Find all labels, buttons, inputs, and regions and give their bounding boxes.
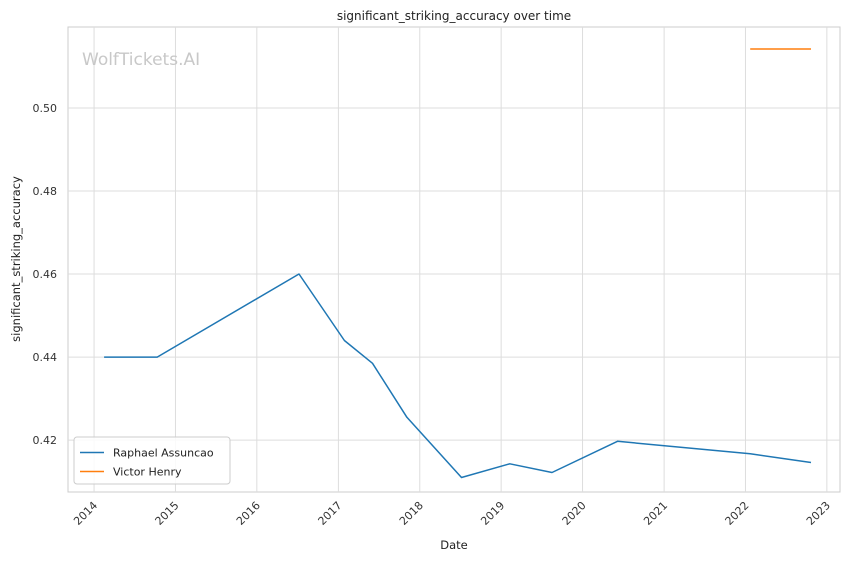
x-gridlines (93, 27, 828, 492)
x-tick-label: 2022 (723, 499, 752, 528)
legend: Raphael Assuncao Victor Henry (73, 436, 231, 485)
plot-area (67, 26, 841, 493)
watermark: WolfTickets.AI (82, 50, 200, 70)
x-tick-label: 2018 (397, 499, 426, 528)
x-tick-label: 2016 (234, 499, 263, 528)
legend-box (73, 436, 231, 485)
x-tick-label: 2021 (641, 499, 670, 528)
x-tick-label: 2019 (478, 499, 507, 528)
x-tick-labels: 2014 2015 2016 2017 2018 2019 2020 2021 2022 2023 (71, 499, 833, 528)
x-tick-label: 2015 (153, 499, 182, 528)
chart-title: significant_striking_accuracy over time (337, 9, 571, 23)
legend-label-raphael-assuncao: Raphael Assuncao (113, 447, 214, 460)
y-tick-label: 0.48 (33, 185, 58, 198)
series-layer (104, 48, 812, 479)
y-tick-label: 0.46 (33, 268, 58, 281)
x-tick-label: 2020 (560, 499, 589, 528)
series-line-raphael-assuncao (104, 273, 812, 479)
y-tick-label: 0.44 (33, 351, 58, 364)
y-axis-title: significant_striking_accuracy (9, 176, 23, 342)
y-tick-labels: 0.42 0.44 0.46 0.48 0.50 (33, 102, 58, 447)
x-tick-label: 2017 (316, 499, 345, 528)
x-tick-label: 2014 (71, 499, 100, 528)
x-tick-label: 2023 (804, 499, 833, 528)
y-tick-label: 0.42 (33, 434, 58, 447)
x-axis-title: Date (440, 538, 468, 552)
y-tick-label: 0.50 (33, 102, 58, 115)
legend-label-victor-henry: Victor Henry (113, 466, 182, 479)
